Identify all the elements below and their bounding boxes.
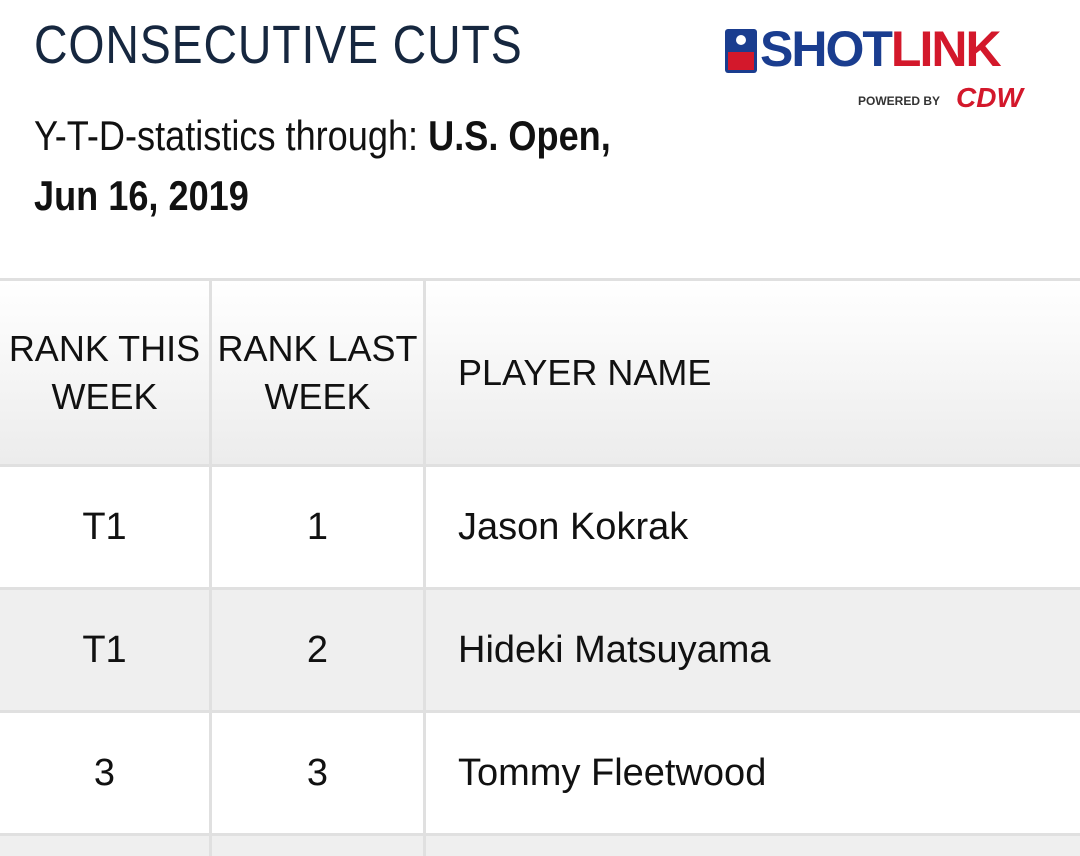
subtitle-label: Y-T-D-statistics through: bbox=[34, 112, 419, 159]
page: CONSECUTIVE CUTS SHOTLINK POWERED BY CDW… bbox=[0, 15, 1080, 856]
date: Jun 16, 2019 bbox=[34, 172, 249, 219]
tour-icon bbox=[725, 29, 757, 73]
cell: PLAYER NAME bbox=[426, 281, 1080, 464]
table-row-partial bbox=[0, 833, 1080, 856]
cell-text: Hideki Matsuyama bbox=[458, 628, 771, 671]
table-row: T1 2 Hideki Matsuyama bbox=[0, 587, 1080, 710]
logo-part: LINK bbox=[890, 21, 1002, 77]
cell: Jason Kokrak bbox=[426, 467, 1080, 587]
cell: 1 bbox=[212, 467, 426, 587]
cell: Tommy Fleetwood bbox=[426, 713, 1080, 833]
cell-text: Tommy Fleetwood bbox=[458, 751, 767, 794]
cell-text: 1 bbox=[306, 505, 329, 548]
cell-text: RANK LAST WEEK bbox=[217, 327, 418, 417]
cell: RANK LAST WEEK bbox=[212, 281, 426, 464]
cell: T1 bbox=[0, 467, 212, 587]
cell-text: 2 bbox=[306, 628, 329, 671]
cell-text: T1 bbox=[82, 505, 127, 548]
subtitle-date-line: Jun 16, 2019 bbox=[34, 172, 249, 220]
cell bbox=[0, 836, 212, 856]
event: U.S. Open, bbox=[428, 112, 611, 159]
cell bbox=[426, 836, 1080, 856]
logo-part: SHOT bbox=[760, 21, 893, 77]
logo-name: SHOTLINK bbox=[760, 20, 1002, 78]
cell-text: 3 bbox=[93, 751, 116, 794]
powered-by: POWERED BY bbox=[858, 94, 941, 108]
stats-table: RANK THIS WEEK RANK LAST WEEK PLAYER NAME T… bbox=[0, 278, 1080, 856]
page-title: CONSECUTIVE CUTS bbox=[34, 15, 523, 75]
cell-text: RANK THIS WEEK bbox=[8, 327, 201, 417]
cell: 3 bbox=[212, 713, 426, 833]
cell: 3 bbox=[0, 713, 212, 833]
logo: SHOTLINK POWERED BY CDW bbox=[724, 21, 1044, 124]
sponsor: CDW bbox=[956, 82, 1023, 113]
table-row: T1 1 Jason Kokrak bbox=[0, 464, 1080, 587]
subtitle: Y-T-D-statistics through: U.S. Open, bbox=[34, 112, 611, 160]
cell: T1 bbox=[0, 590, 212, 710]
cell-text: T1 bbox=[82, 628, 127, 671]
header-row: RANK THIS WEEK RANK LAST WEEK PLAYER NAME bbox=[0, 278, 1080, 464]
cell-text: PLAYER NAME bbox=[458, 351, 712, 393]
cell-text: Jason Kokrak bbox=[458, 505, 689, 548]
cell: 2 bbox=[212, 590, 426, 710]
cell bbox=[212, 836, 426, 856]
cell: Hideki Matsuyama bbox=[426, 590, 1080, 710]
cell: RANK THIS WEEK bbox=[0, 281, 212, 464]
table-row: 3 3 Tommy Fleetwood bbox=[0, 710, 1080, 833]
cell-text: 3 bbox=[306, 751, 329, 794]
